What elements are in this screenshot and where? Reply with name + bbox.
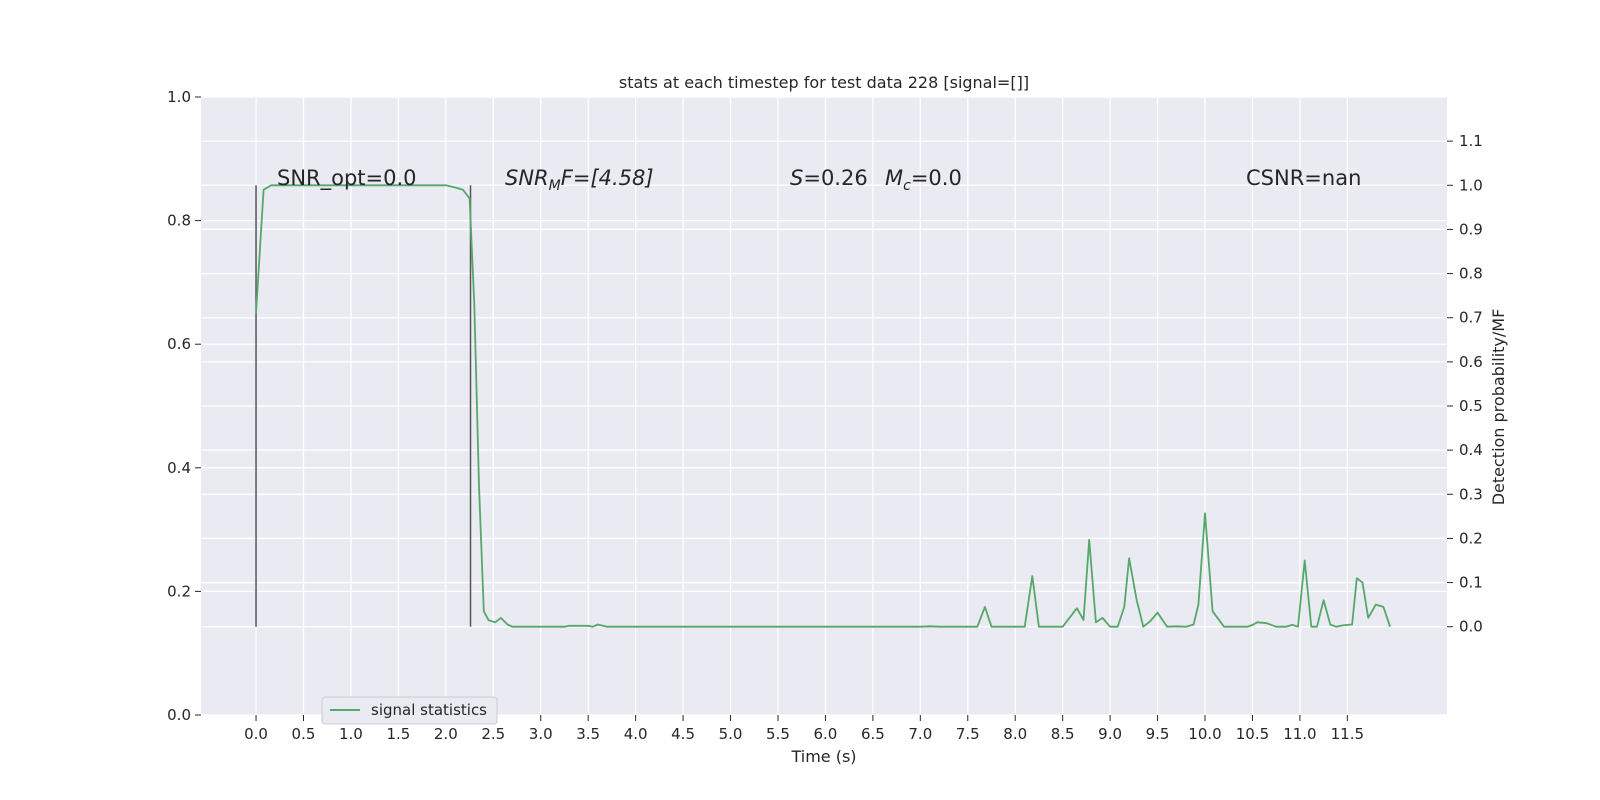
y-right-tick-label: 0.1 — [1459, 574, 1483, 592]
annotation-s: S=0.26 — [790, 166, 868, 190]
annotation-s-var: S — [790, 166, 803, 190]
y-left-tick-label: 0.4 — [167, 459, 191, 477]
x-tick-label: 5.0 — [719, 725, 743, 743]
x-tick-label: 9.0 — [1098, 725, 1122, 743]
legend-box — [321, 696, 498, 725]
annotation-snr-mf-prefix: SNR — [505, 166, 549, 190]
x-tick-label: 0.5 — [292, 725, 316, 743]
y-right-tick-label: 0.0 — [1459, 618, 1483, 636]
x-tick-label: 4.5 — [671, 725, 695, 743]
y-right-tick-label: 0.6 — [1459, 353, 1483, 371]
y-axis-right-label: Detection probability/MF — [1489, 309, 1508, 506]
x-tick-label: 7.0 — [908, 725, 932, 743]
x-tick-label: 1.5 — [386, 725, 410, 743]
y-left-tick-label: 0.6 — [167, 335, 191, 353]
chart-title: stats at each timestep for test data 228… — [619, 73, 1029, 92]
x-tick-label: 3.5 — [576, 725, 600, 743]
x-tick-label: 1.0 — [339, 725, 363, 743]
x-axis-label: Time (s) — [790, 747, 856, 766]
y-right-tick-label: 0.8 — [1459, 265, 1483, 283]
x-tick-label: 8.5 — [1051, 725, 1075, 743]
y-right-tick-label: 1.0 — [1459, 176, 1483, 194]
y-axis-right-ticks: 0.0 0.1 0.2 0.3 0.4 0.5 0.6 0.7 0.8 0.9 1.0 1.1 — [1447, 132, 1483, 636]
x-tick-label: 9.5 — [1146, 725, 1170, 743]
annotation-mc: Mc=0.0 — [885, 166, 962, 194]
y-left-tick-label: 0.2 — [167, 582, 191, 600]
y-right-tick-label: 0.7 — [1459, 309, 1483, 327]
series-layer — [255, 184, 1391, 628]
x-tick-label: 0.0 — [244, 725, 268, 743]
x-tick-label: 4.0 — [624, 725, 648, 743]
x-tick-label: 2.5 — [481, 725, 505, 743]
x-tick-label: 10.5 — [1236, 725, 1269, 743]
x-tick-label: 11.5 — [1331, 725, 1364, 743]
x-tick-label: 8.0 — [1003, 725, 1027, 743]
y-left-tick-label: 0.8 — [167, 212, 191, 230]
y-right-tick-label: 0.3 — [1459, 485, 1483, 503]
legend: signal statistics — [321, 696, 498, 725]
y-right-tick-label: 0.2 — [1459, 529, 1483, 547]
x-tick-label: 6.5 — [861, 725, 885, 743]
x-tick-label: 3.0 — [529, 725, 553, 743]
y-right-tick-label: 0.5 — [1459, 397, 1483, 415]
y-left-tick-label: 0.0 — [167, 706, 191, 724]
x-tick-label: 10.0 — [1188, 725, 1221, 743]
gridlines — [201, 96, 1447, 716]
annotation-mc-value: =0.0 — [911, 166, 962, 190]
x-tick-label: 2.0 — [434, 725, 458, 743]
annotation-s-value: =0.26 — [803, 166, 867, 190]
x-tick-label: 6.0 — [813, 725, 837, 743]
legend-label: signal statistics — [371, 701, 487, 719]
series-line-signal-statistics — [255, 184, 1391, 628]
annotation-snr-mf: SNRMF=[4.58] — [505, 166, 654, 194]
annotation-mc-var: M — [885, 166, 903, 190]
y-axis-left-ticks: 0.0 0.2 0.4 0.6 0.8 1.0 — [167, 88, 201, 724]
vertical-markers — [255, 185, 472, 627]
x-tick-label: 11.0 — [1283, 725, 1316, 743]
annotation-mc-sub: c — [903, 178, 911, 194]
annotation-snr-opt: SNR_opt=0.0 — [277, 166, 417, 191]
x-tick-label: 5.5 — [766, 725, 790, 743]
annotation-snr-mf-suffix: F=[4.58] — [561, 166, 654, 190]
x-axis-ticks: 0.0 0.5 1.0 1.5 2.0 2.5 3.0 3.5 4.0 4.5 5.0 5.5 6.0 6… — [244, 715, 1364, 743]
y-right-tick-label: 0.4 — [1459, 441, 1483, 459]
y-left-tick-label: 1.0 — [167, 88, 191, 106]
y-right-tick-label: 0.9 — [1459, 220, 1483, 238]
y-right-tick-label: 1.1 — [1459, 132, 1483, 150]
x-tick-label: 7.5 — [956, 725, 980, 743]
annotation-csnr: CSNR=nan — [1246, 166, 1361, 190]
annotation-snr-mf-sub: M — [549, 178, 561, 194]
